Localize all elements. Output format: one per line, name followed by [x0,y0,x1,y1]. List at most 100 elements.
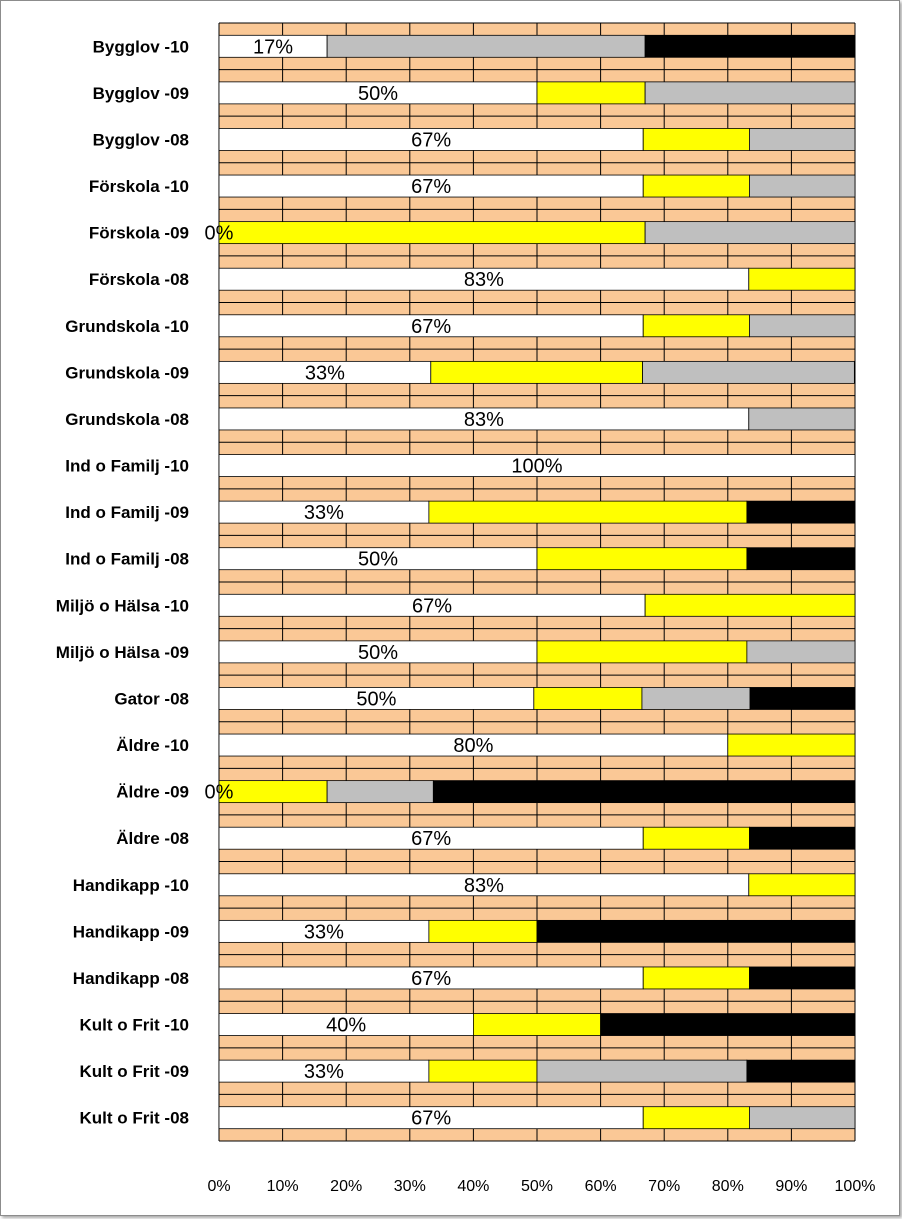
category-label: Kult o Frit -09 [79,1062,189,1081]
data-label: 67% [411,828,451,850]
bar-segment [642,826,750,850]
category-label: Ind o Familj -10 [65,457,189,476]
bar-segment [749,1106,856,1130]
data-label: 50% [358,642,398,664]
bar-segment [326,34,646,58]
data-label: 83% [464,875,504,897]
data-label: 100% [511,456,562,478]
data-label: 33% [304,1061,344,1083]
bar-segment [642,128,750,151]
bar-segment [746,1059,856,1083]
bar-segment [536,919,856,943]
category-label: Kult o Frit -08 [79,1109,189,1128]
data-label: 0% [205,223,234,245]
category-label: Miljö o Hälsa -09 [56,643,189,662]
category-label: Grundskola -09 [65,363,189,382]
data-label: 67% [411,1108,451,1130]
category-label: Bygglov -09 [93,84,189,103]
bar-segment [644,593,856,617]
bar-segment [428,919,538,943]
category-label: Förskola -09 [89,224,189,243]
data-label: 67% [411,968,451,990]
category-label: Ind o Familj -09 [65,503,189,522]
bar-segment [642,314,750,338]
vertical-gridlines [218,23,856,1141]
bar-segment [533,687,643,710]
data-label: 0% [205,782,234,804]
bar-segment [218,221,646,245]
category-label: Kult o Frit -10 [79,1016,189,1035]
bar-segment [428,1059,538,1083]
category-label: Äldre -10 [116,736,189,755]
bar-segment [749,128,856,151]
bar-segment [746,500,856,524]
category-label: Äldre -08 [116,829,189,848]
bar-segment [642,360,855,384]
category-label: Förskola -08 [89,270,189,289]
data-label: 67% [412,595,452,617]
category-label: Förskola -10 [89,177,189,196]
bar-segment [536,640,748,664]
bar-segment [644,221,856,245]
bar-segment [642,966,750,990]
bar-segment [326,780,434,804]
x-tick-label: 80% [712,1178,744,1195]
data-label: 17% [253,36,293,58]
category-label: Handikapp -10 [73,876,189,895]
bar-segment [749,314,856,338]
bar-segment [218,454,856,477]
bar-segments [218,34,856,1130]
data-label: 80% [453,735,493,757]
data-labels: 17% 50% 67% 67% 0% 83% 67% 33% 83% 100% 33% 50% 67% 5… [205,36,563,1129]
bar-segment [536,547,748,571]
bar-segment [746,640,856,664]
data-label: 83% [464,409,504,431]
x-tick-label: 50% [521,1178,553,1195]
category-label: Handikapp -09 [73,922,189,941]
data-label: 83% [464,269,504,291]
bar-segment [748,407,856,431]
data-label: 33% [305,362,345,384]
bar-segment [642,174,750,198]
x-tick-label: 30% [394,1178,426,1195]
data-label: 67% [411,129,451,151]
bar-segment [748,267,856,291]
bar-segment [727,733,856,757]
bar-segment [536,81,646,105]
category-label: Miljö o Hälsa -10 [56,596,189,615]
bar-segment [536,1059,748,1083]
data-label: 50% [358,549,398,571]
category-label: Ind o Familj -08 [65,550,189,569]
bar-segment [748,873,856,897]
x-axis-tick-labels: 0% 10% 20% 30% 40% 50% 60% 70% 80% 90% 100% [207,1178,875,1195]
data-label: 40% [326,1015,366,1037]
bar-segment [746,547,856,571]
x-tick-label: 90% [775,1178,807,1195]
bar-segment [428,500,748,524]
x-tick-label: 20% [330,1178,362,1195]
data-label: 33% [304,921,344,943]
bar-segment [749,826,856,850]
data-label: 67% [411,316,451,338]
x-tick-label: 10% [267,1178,299,1195]
category-label: Gator -08 [114,689,189,708]
data-label: 67% [411,176,451,198]
category-label: Bygglov -10 [93,37,189,56]
data-label: 50% [358,83,398,105]
bar-segment [644,81,856,105]
bar-segment [641,687,751,710]
x-tick-label: 40% [457,1178,489,1195]
bar-segment [600,1013,856,1036]
category-labels: Bygglov -10 Bygglov -09 Bygglov -08 Förskol… [56,37,189,1127]
bar-segment [749,174,856,198]
bar-segment [749,687,856,710]
bar-segment [472,1013,601,1036]
data-label: 50% [356,688,396,710]
x-tick-label: 0% [207,1178,230,1195]
bar-segment [644,34,856,58]
x-tick-label: 60% [585,1178,617,1195]
bar-segment [430,360,643,384]
category-label: Handikapp -08 [73,969,189,988]
